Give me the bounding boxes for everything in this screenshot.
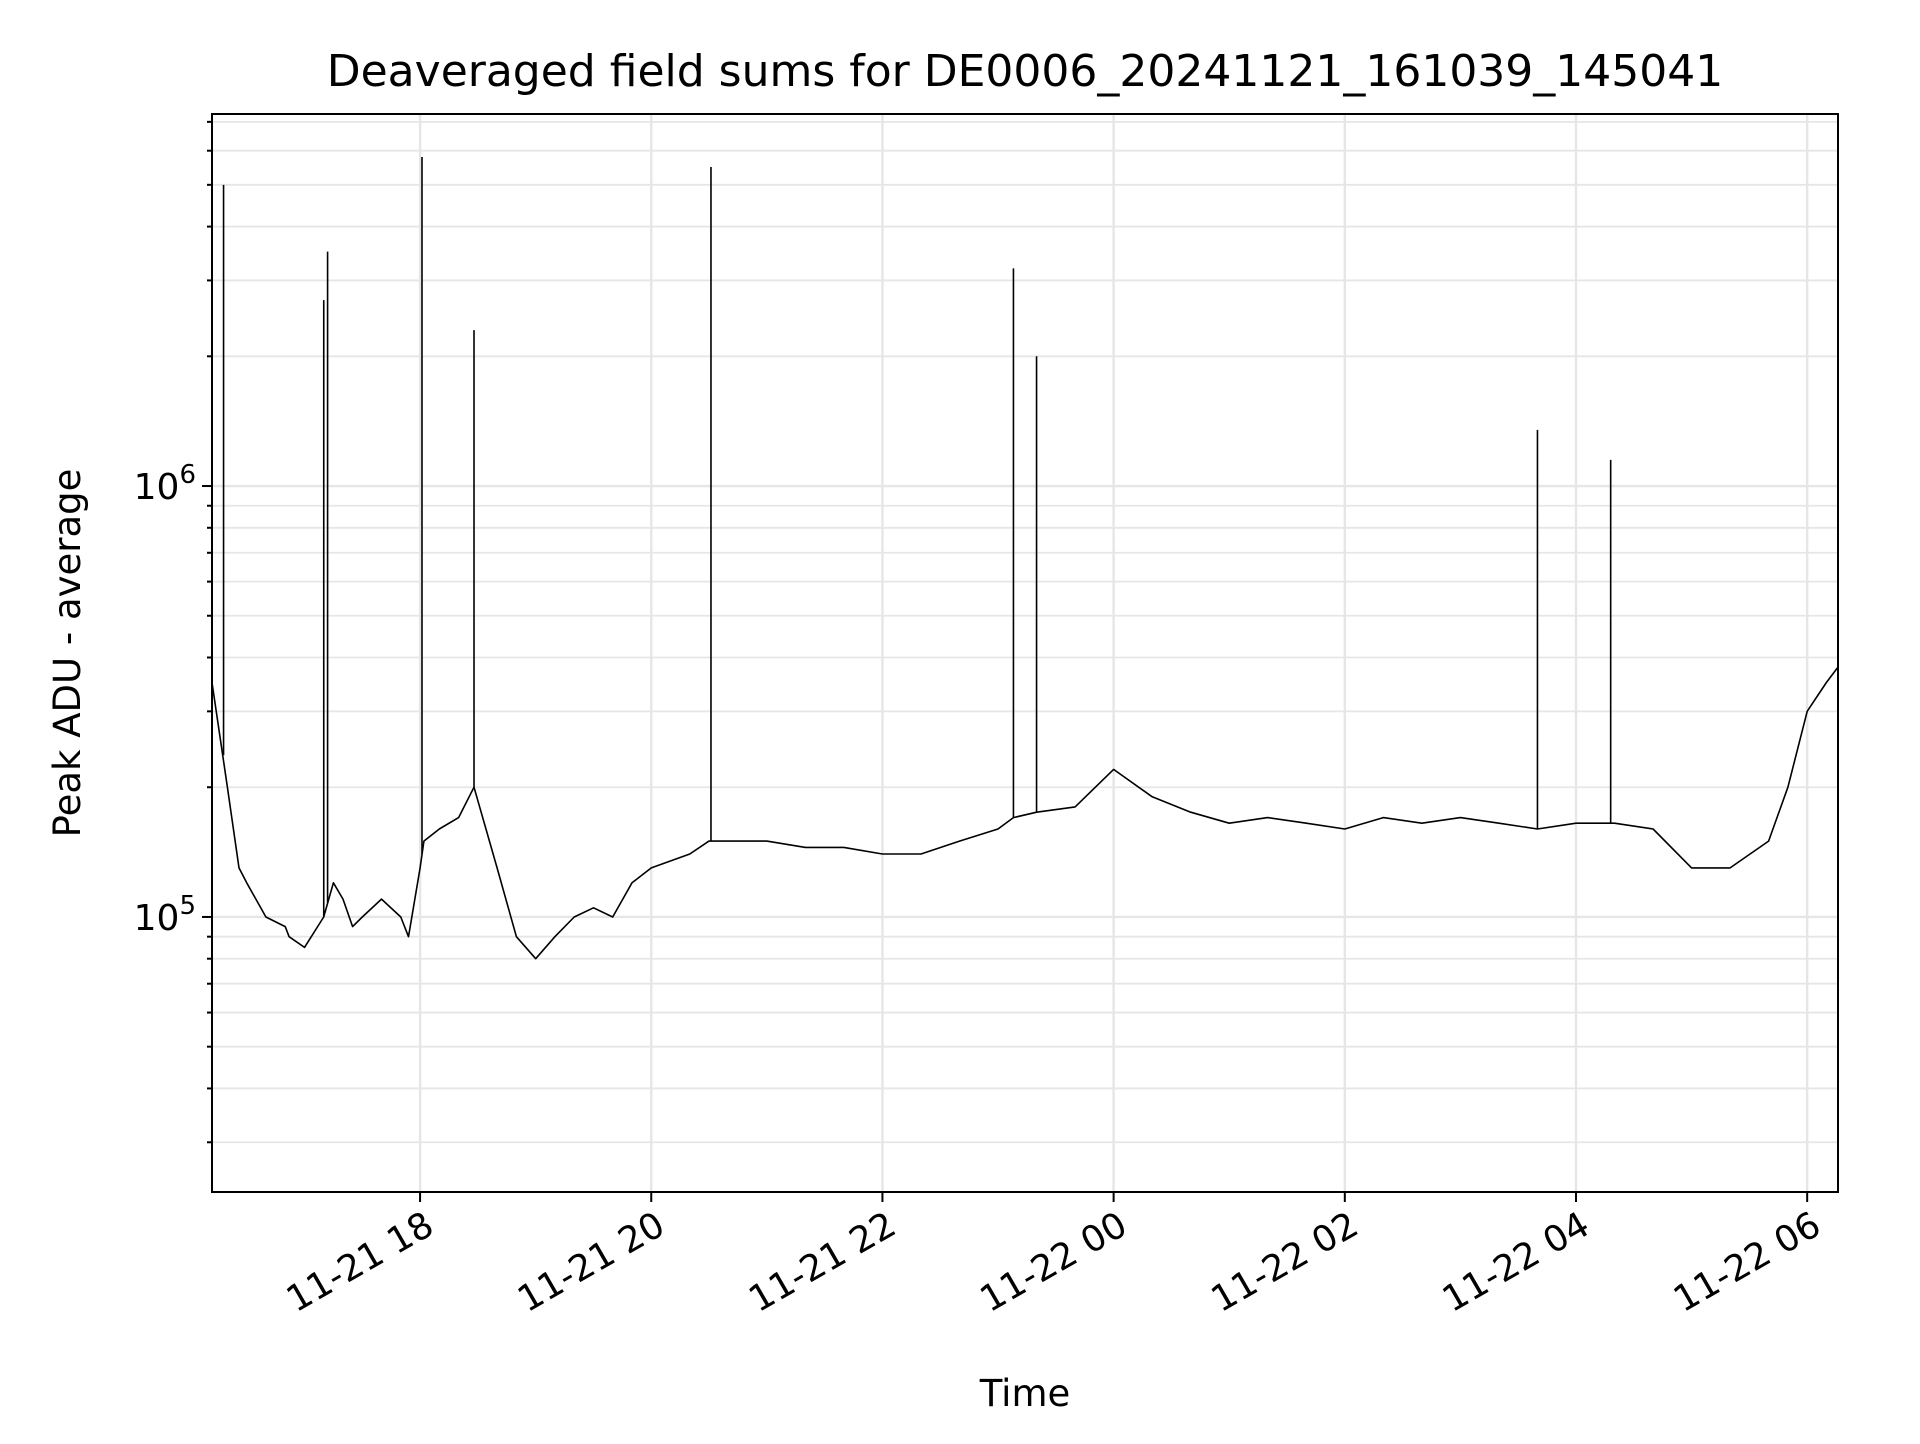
- plot-area-frame: [211, 113, 1839, 1193]
- chart-title: Deaveraged field sums for DE0006_2024112…: [327, 46, 1724, 97]
- y-axis-label: Peak ADU - average: [46, 469, 89, 838]
- y-tick-label-exponent: 6: [179, 460, 196, 490]
- y-tick-label-exponent: 5: [179, 891, 196, 921]
- data-series: [211, 157, 1839, 960]
- y-tick-label: 106: [134, 460, 196, 508]
- y-tick-label: 105: [134, 891, 196, 939]
- x-axis-label: Time: [979, 1372, 1071, 1415]
- y-tick-label-base: 10: [134, 898, 180, 939]
- grid-lines: [212, 114, 1838, 1192]
- series-line: [211, 666, 1839, 960]
- y-tick-label-base: 10: [134, 467, 180, 508]
